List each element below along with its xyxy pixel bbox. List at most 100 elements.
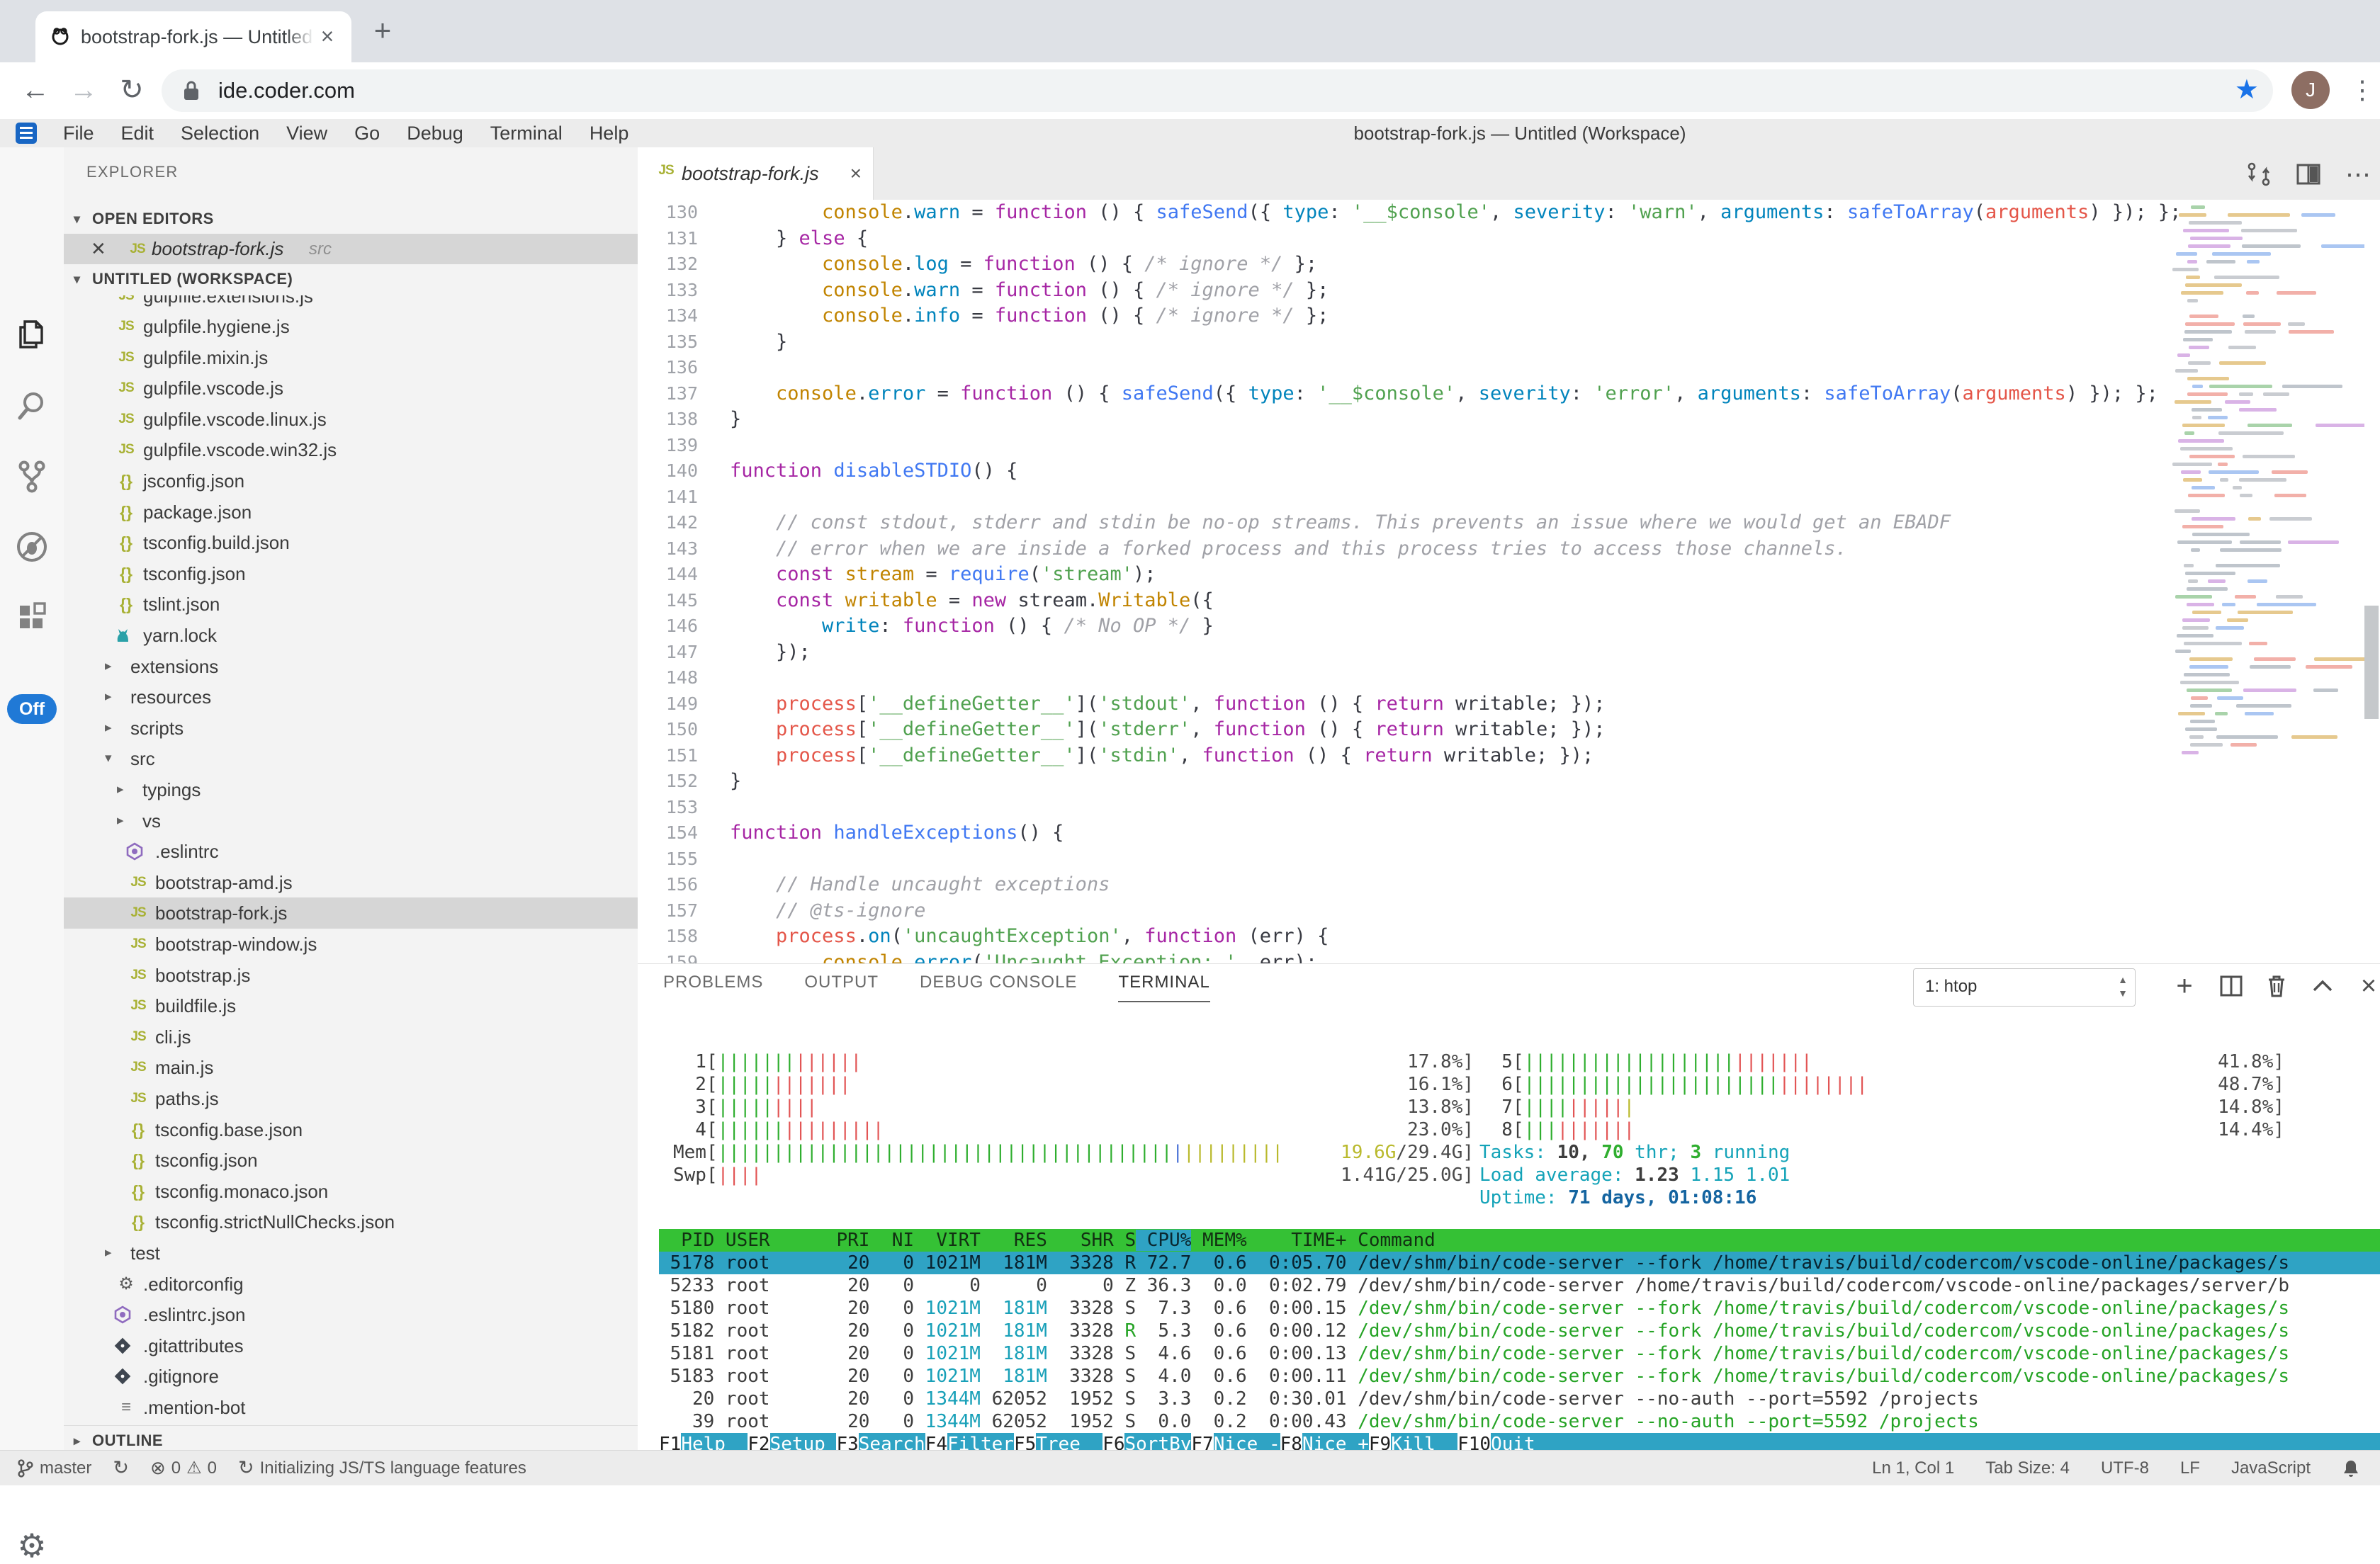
status-tab-size-4[interactable]: Tab Size: 4 <box>1985 1458 2070 1478</box>
tree-item-.editorconfig[interactable]: ⚙ .editorconfig <box>64 1269 638 1300</box>
process-row-5181[interactable]: 5181 root 20 0 1021M 181M 3328 S 4.6 0.6… <box>659 1343 2290 1364</box>
menu-help[interactable]: Help <box>589 123 629 144</box>
tree-item-gulpfile.vscode.linux.js[interactable]: JS gulpfile.vscode.linux.js <box>64 404 638 435</box>
process-row-39[interactable]: 39 root 20 0 1344M 62052 1952 S 0.0 0.2 … <box>659 1411 1979 1432</box>
close-panel-icon[interactable]: × <box>2360 971 2377 1001</box>
process-row-20[interactable]: 20 root 20 0 1344M 62052 1952 S 3.3 0.2 … <box>659 1388 1979 1410</box>
menu-file[interactable]: File <box>63 123 94 144</box>
open-changes-icon[interactable] <box>2245 160 2276 188</box>
maximize-panel-icon[interactable] <box>2306 970 2339 1002</box>
menu-debug[interactable]: Debug <box>407 123 463 144</box>
problems-indicator[interactable]: ⊗ 0 ⚠ 0 <box>150 1457 218 1478</box>
language-status[interactable]: ↻ Initializing JS/TS language features <box>238 1457 526 1478</box>
process-row-5182[interactable]: 5182 root 20 0 1021M 181M 3328 R 5.3 0.6… <box>659 1320 2290 1342</box>
tree-item-src[interactable]: ▾ src <box>64 743 638 774</box>
panel-tab-output[interactable]: OUTPUT <box>804 973 879 992</box>
split-editor-icon[interactable] <box>2294 160 2325 188</box>
off-toggle-badge[interactable]: Off <box>7 694 57 724</box>
tree-item-tsconfig.strictNullChecks.json[interactable]: {} tsconfig.strictNullChecks.json <box>64 1206 638 1237</box>
tree-item-scripts[interactable]: ▸ scripts <box>64 713 638 744</box>
menu-terminal[interactable]: Terminal <box>490 123 563 144</box>
tree-item-tsconfig.json[interactable]: {} tsconfig.json <box>64 558 638 589</box>
tab-close-icon[interactable]: × <box>850 162 862 184</box>
terminal[interactable]: 1[||||||||||||| 17.8%] 2[|||||||||||| 16.1… <box>638 964 2380 1456</box>
tree-item-.gitignore[interactable]: .gitignore <box>64 1361 638 1392</box>
extensions-icon[interactable] <box>13 599 50 636</box>
editor-tab[interactable]: JS bootstrap-fork.js × <box>638 147 874 200</box>
tree-item-jsconfig.json[interactable]: {} jsconfig.json <box>64 465 638 497</box>
tree-item-bootstrap-fork.js[interactable]: JS bootstrap-fork.js <box>64 897 638 929</box>
tree-item-bootstrap.js[interactable]: JS bootstrap.js <box>64 960 638 991</box>
tree-item-gulpfile.vscode.js[interactable]: JS gulpfile.vscode.js <box>64 373 638 404</box>
tree-item-main.js[interactable]: JS main.js <box>64 1052 638 1083</box>
panel-tab-terminal[interactable]: TERMINAL <box>1118 973 1210 1002</box>
tree-item-.gitattributes[interactable]: .gitattributes <box>64 1330 638 1361</box>
menu-edit[interactable]: Edit <box>120 123 154 144</box>
search-icon[interactable] <box>13 387 50 424</box>
tree-item-cli.js[interactable]: JS cli.js <box>64 1021 638 1053</box>
tree-item-tsconfig.json[interactable]: {} tsconfig.json <box>64 1145 638 1176</box>
sync-icon[interactable]: ↻ <box>113 1457 129 1478</box>
new-terminal-icon[interactable]: + <box>2176 970 2193 1002</box>
tree-item-tsconfig.base.json[interactable]: {} tsconfig.base.json <box>64 1114 638 1145</box>
tree-item-vs[interactable]: ▸ vs <box>64 805 638 837</box>
browser-tab[interactable]: bootstrap-fork.js — Untitled (Workspace)… <box>35 11 351 62</box>
editor-scrollbar[interactable] <box>2364 606 2379 719</box>
source-control-icon[interactable] <box>13 458 50 494</box>
tree-item-tslint.json[interactable]: {} tslint.json <box>64 589 638 620</box>
open-editors-header[interactable]: ▾ OPEN EDITORS <box>64 204 638 234</box>
back-icon[interactable]: ← <box>21 74 50 106</box>
outline-header[interactable]: ▸ OUTLINE <box>64 1425 638 1450</box>
tree-item-tsconfig.monaco.json[interactable]: {} tsconfig.monaco.json <box>64 1176 638 1207</box>
status-lf[interactable]: LF <box>2179 1458 2200 1478</box>
menu-selection[interactable]: Selection <box>181 123 260 144</box>
tree-item-.eslintrc.json[interactable]: .eslintrc.json <box>64 1299 638 1330</box>
tree-item-paths.js[interactable]: JS paths.js <box>64 1083 638 1114</box>
status-utf-8[interactable]: UTF-8 <box>2100 1458 2149 1478</box>
process-table-header[interactable]: PID USER PRI NI VIRT RES SHR S CPU% MEM%… <box>659 1229 2380 1252</box>
tree-item-gulpfile.vscode.win32.js[interactable]: JS gulpfile.vscode.win32.js <box>64 434 638 465</box>
more-actions-icon[interactable]: ⋯ <box>2345 159 2371 188</box>
split-terminal-icon[interactable] <box>2215 970 2248 1002</box>
address-bar[interactable]: ide.coder.com ★ <box>162 69 2273 112</box>
tree-item-gulpfile.mixin.js[interactable]: JS gulpfile.mixin.js <box>64 342 638 373</box>
files-icon[interactable] <box>13 316 50 353</box>
app-logo-icon[interactable] <box>16 123 37 144</box>
menu-go[interactable]: Go <box>354 123 380 144</box>
bell-icon[interactable] <box>2342 1458 2360 1478</box>
panel-tab-debug-console[interactable]: DEBUG CONSOLE <box>920 973 1078 992</box>
process-row-5183[interactable]: 5183 root 20 0 1021M 181M 3328 S 4.0 0.6… <box>659 1366 2290 1387</box>
workspace-header[interactable]: ▾ UNTITLED (WORKSPACE) <box>64 264 638 294</box>
close-icon[interactable]: ✕ <box>91 238 106 259</box>
new-tab-button[interactable]: + <box>373 13 392 47</box>
status-javascript[interactable]: JavaScript <box>2230 1458 2311 1478</box>
tree-item-typings[interactable]: ▸ typings <box>64 774 638 805</box>
tree-item-bootstrap-window.js[interactable]: JS bootstrap-window.js <box>64 929 638 960</box>
tree-item-gulpfile.hygiene.js[interactable]: JS gulpfile.hygiene.js <box>64 311 638 342</box>
browser-menu-icon[interactable]: ⋮ <box>2350 75 2375 104</box>
status-ln-1-col-1[interactable]: Ln 1, Col 1 <box>1872 1458 1955 1478</box>
tree-item-buildfile.js[interactable]: JS buildfile.js <box>64 990 638 1021</box>
process-row-5180[interactable]: 5180 root 20 0 1021M 181M 3328 S 7.3 0.6… <box>659 1298 2290 1319</box>
tree-item-test[interactable]: ▸ test <box>64 1237 638 1269</box>
tree-item-resources[interactable]: ▸ resources <box>64 681 638 713</box>
tree-item-extensions[interactable]: ▸ extensions <box>64 651 638 682</box>
code-editor[interactable]: 130 console.warn = function () { safeSen… <box>638 200 2380 963</box>
debug-icon[interactable] <box>13 528 50 565</box>
tree-item-.mention-bot[interactable]: ≡ .mention-bot <box>64 1392 638 1423</box>
reload-icon[interactable]: ↻ <box>120 74 144 106</box>
git-branch-indicator[interactable]: master <box>17 1458 91 1478</box>
process-row-5178[interactable]: 5178 root 20 0 1021M 181M 3328 R 72.7 0.… <box>659 1252 2380 1274</box>
tree-item-package.json[interactable]: {} package.json <box>64 497 638 528</box>
tree-item-gulpfile.extensions.js[interactable]: JS gulpfile.extensions.js <box>64 295 638 312</box>
terminal-select[interactable]: 1: htop ▲ ▼ <box>1913 968 2136 1007</box>
kill-terminal-icon[interactable] <box>2260 970 2293 1002</box>
tree-item-tsconfig.build.json[interactable]: {} tsconfig.build.json <box>64 527 638 558</box>
forward-icon[interactable]: → <box>69 74 98 106</box>
minimap[interactable] <box>2172 205 2364 765</box>
tab-close-icon[interactable]: × <box>320 23 334 49</box>
tree-item-yarn.lock[interactable]: yarn.lock <box>64 620 638 651</box>
tree-item-.eslintrc[interactable]: .eslintrc <box>64 836 638 867</box>
menu-view[interactable]: View <box>286 123 328 144</box>
open-editor-item[interactable]: ✕ JS bootstrap-fork.js src <box>64 234 638 264</box>
